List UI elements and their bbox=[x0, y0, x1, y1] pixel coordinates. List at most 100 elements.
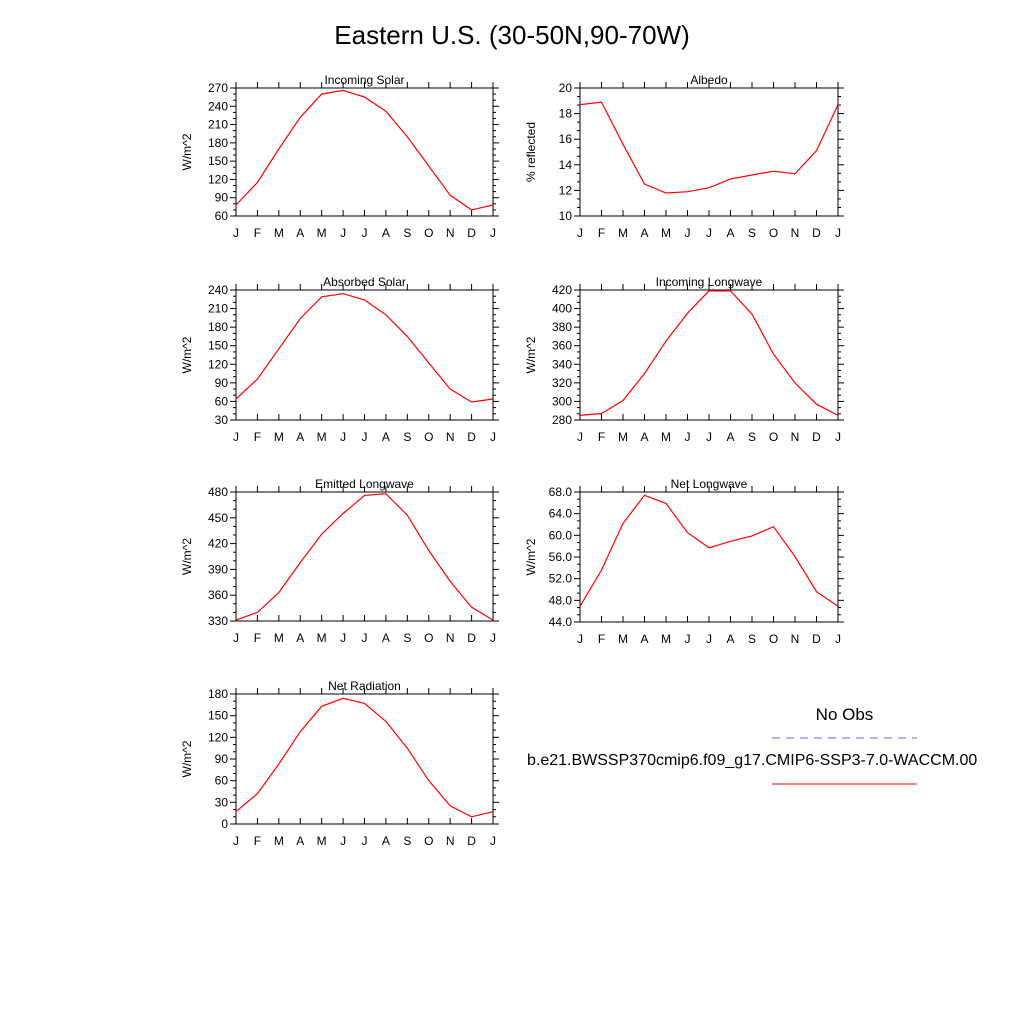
x-tick-label: M bbox=[274, 430, 284, 444]
y-tick-label: 360 bbox=[552, 339, 572, 353]
x-tick-label: N bbox=[791, 632, 800, 646]
x-tick-label: N bbox=[446, 631, 455, 645]
x-tick-label: J bbox=[685, 226, 691, 240]
x-tick-label: A bbox=[296, 631, 304, 645]
legend-obs-label: No Obs bbox=[815, 705, 874, 724]
x-tick-label: J bbox=[490, 226, 496, 240]
x-tick-label: N bbox=[446, 226, 455, 240]
y-tick-label: 420 bbox=[208, 537, 228, 551]
x-tick-label: M bbox=[661, 632, 671, 646]
x-tick-label: A bbox=[382, 631, 390, 645]
x-tick-label: S bbox=[403, 631, 411, 645]
x-tick-label: O bbox=[424, 631, 433, 645]
x-tick-label: M bbox=[661, 226, 671, 240]
y-tick-label: 48.0 bbox=[549, 593, 573, 607]
model-series-line bbox=[235, 293, 494, 403]
x-tick-label: S bbox=[403, 430, 411, 444]
y-tick-label: 52.0 bbox=[549, 572, 573, 586]
x-tick-label: S bbox=[748, 226, 756, 240]
model-series-line bbox=[235, 493, 494, 621]
x-tick-label: J bbox=[362, 226, 368, 240]
y-tick-label: 10 bbox=[559, 209, 573, 223]
y-tick-label: 400 bbox=[552, 302, 572, 316]
y-tick-label: 180 bbox=[208, 320, 228, 334]
x-tick-label: J bbox=[490, 430, 496, 444]
x-tick-label: D bbox=[467, 430, 476, 444]
x-tick-label: O bbox=[424, 430, 433, 444]
x-tick-label: N bbox=[446, 430, 455, 444]
x-tick-label: S bbox=[748, 632, 756, 646]
y-tick-label: 340 bbox=[552, 357, 572, 371]
x-tick-label: A bbox=[726, 632, 734, 646]
x-tick-label: N bbox=[446, 834, 455, 848]
x-tick-label: A bbox=[296, 226, 304, 240]
model-series-line bbox=[235, 697, 494, 818]
y-tick-label: 30 bbox=[215, 795, 229, 809]
x-tick-label: F bbox=[598, 632, 605, 646]
x-tick-label: J bbox=[233, 631, 239, 645]
panel-title: Net Longwave bbox=[671, 477, 748, 491]
panel-title: Incoming Solar bbox=[324, 73, 404, 87]
model-series-line bbox=[235, 89, 494, 211]
x-tick-label: J bbox=[340, 226, 346, 240]
x-tick-label: O bbox=[769, 430, 778, 444]
y-tick-label: 240 bbox=[208, 99, 228, 113]
x-tick-label: M bbox=[618, 632, 628, 646]
x-tick-label: O bbox=[424, 834, 433, 848]
y-tick-label: 16 bbox=[559, 132, 573, 146]
y-tick-label: 210 bbox=[208, 118, 228, 132]
y-tick-label: 20 bbox=[559, 81, 573, 95]
x-tick-label: D bbox=[467, 226, 476, 240]
y-tick-label: 390 bbox=[208, 562, 228, 576]
y-tick-label: 240 bbox=[208, 283, 228, 297]
y-tick-label: 90 bbox=[215, 376, 229, 390]
x-tick-label: A bbox=[640, 632, 648, 646]
y-tick-label: 420 bbox=[552, 283, 572, 297]
plot-frame bbox=[579, 87, 839, 217]
y-tick-label: 64.0 bbox=[549, 507, 573, 521]
x-tick-label: M bbox=[274, 834, 284, 848]
x-tick-label: F bbox=[254, 834, 261, 848]
x-tick-label: O bbox=[769, 226, 778, 240]
x-tick-label: O bbox=[424, 226, 433, 240]
x-tick-label: M bbox=[618, 226, 628, 240]
y-axis-label: W/m^2 bbox=[524, 538, 538, 575]
x-tick-label: J bbox=[490, 834, 496, 848]
y-tick-label: 330 bbox=[208, 614, 228, 628]
x-tick-label: O bbox=[769, 632, 778, 646]
x-tick-label: J bbox=[362, 834, 368, 848]
y-tick-label: 180 bbox=[208, 136, 228, 150]
x-tick-label: J bbox=[233, 430, 239, 444]
x-tick-label: J bbox=[340, 834, 346, 848]
x-tick-label: J bbox=[706, 632, 712, 646]
x-tick-label: J bbox=[577, 632, 583, 646]
y-tick-label: 60 bbox=[215, 774, 229, 788]
x-tick-label: M bbox=[317, 631, 327, 645]
x-tick-label: J bbox=[835, 226, 841, 240]
x-tick-label: F bbox=[598, 226, 605, 240]
panel-title: Absorbed Solar bbox=[323, 275, 406, 289]
x-tick-label: D bbox=[812, 226, 821, 240]
x-tick-label: M bbox=[317, 834, 327, 848]
x-tick-label: J bbox=[835, 430, 841, 444]
y-tick-label: 120 bbox=[208, 172, 228, 186]
panel-title: Incoming Longwave bbox=[656, 275, 763, 289]
x-tick-label: A bbox=[296, 430, 304, 444]
x-tick-label: S bbox=[748, 430, 756, 444]
panel-title: Net Radiation bbox=[328, 679, 401, 693]
x-tick-label: J bbox=[706, 226, 712, 240]
x-tick-label: A bbox=[726, 430, 734, 444]
y-tick-label: 56.0 bbox=[549, 550, 573, 564]
y-tick-label: 12 bbox=[559, 183, 573, 197]
y-axis-label: W/m^2 bbox=[180, 336, 194, 373]
x-tick-label: J bbox=[706, 430, 712, 444]
model-series-line bbox=[579, 494, 839, 607]
y-axis-label: W/m^2 bbox=[524, 336, 538, 373]
x-tick-label: M bbox=[317, 226, 327, 240]
plot-frame bbox=[235, 693, 494, 825]
